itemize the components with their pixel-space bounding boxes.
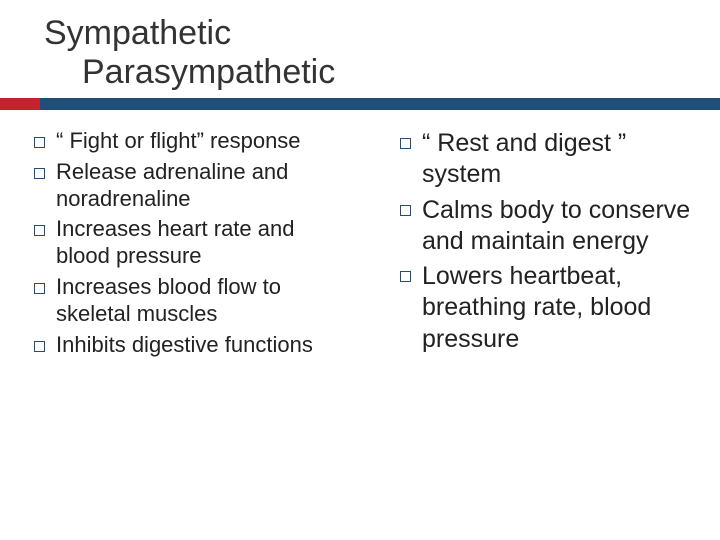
title-line-1: Sympathetic [44, 14, 335, 53]
content-columns: “ Fight or flight” response Release adre… [28, 128, 692, 363]
left-column: “ Fight or flight” response Release adre… [28, 128, 326, 363]
list-item: Increases blood flow to skeletal muscles [28, 274, 326, 328]
list-item: “ Rest and digest ” system [394, 128, 692, 191]
list-item: Release adrenaline and noradrenaline [28, 159, 326, 213]
accent-bar-left [0, 98, 40, 110]
right-bullet-list: “ Rest and digest ” system Calms body to… [394, 128, 692, 355]
accent-bar [0, 98, 720, 110]
right-column: “ Rest and digest ” system Calms body to… [364, 128, 692, 363]
slide-title: Sympathetic Parasympathetic [44, 14, 335, 92]
list-item: “ Fight or flight” response [28, 128, 326, 155]
title-line-2: Parasympathetic [44, 53, 335, 92]
list-item: Inhibits digestive functions [28, 332, 326, 359]
list-item: Lowers heartbeat, breathing rate, blood … [394, 261, 692, 355]
list-item: Increases heart rate and blood pressure [28, 216, 326, 270]
list-item: Calms body to conserve and maintain ener… [394, 195, 692, 258]
left-bullet-list: “ Fight or flight” response Release adre… [28, 128, 326, 359]
accent-bar-right [40, 98, 720, 110]
